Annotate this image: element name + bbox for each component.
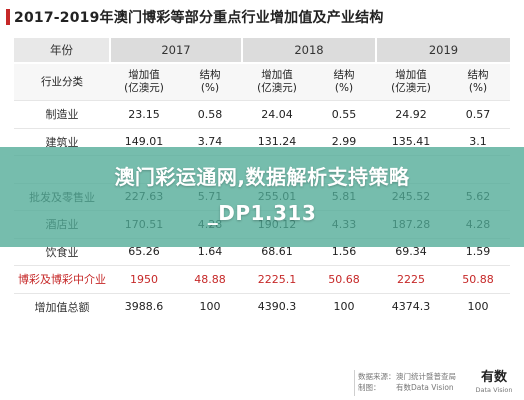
value-2019: 24.92	[376, 100, 446, 129]
row-category: 制造业	[14, 100, 110, 129]
watermark-line-1: 澳门彩运通网,数据解析支持策略	[114, 165, 410, 189]
share-2017: 48.88	[178, 265, 242, 294]
year-2018-header: 2018	[241, 38, 376, 64]
title-bar: 2017-2019年澳门博彩等部分重点行业增加值及产业结构	[0, 0, 524, 34]
footer-divider	[354, 370, 355, 396]
value-2018: 4390.3	[257, 300, 297, 314]
table-row: 增加值总额 3988.6 100 4390.3 100 4374.3 100	[14, 293, 510, 320]
year-2019-header: 2019	[375, 38, 510, 64]
share-2018: 0.55	[312, 100, 376, 129]
value-2018: 2225.1	[242, 265, 312, 294]
share-2017: 0.58	[178, 100, 242, 129]
source-value: 澳门统计暨普查局	[396, 372, 456, 381]
row-category: 博彩及博彩中介业	[14, 265, 110, 294]
share-2017: 100	[199, 300, 221, 314]
table-row: 制造业 23.15 0.58 24.04 0.55 24.92 0.57	[14, 100, 510, 129]
share-2019: 0.57	[446, 100, 510, 129]
category-header: 行业分类	[14, 63, 110, 101]
brand-logo: 有数 Data Vision	[470, 370, 518, 395]
row-category: 增加值总额	[34, 300, 90, 314]
value-header: 增加值 (亿澳元)	[110, 63, 178, 101]
value-2019: 2225	[376, 265, 446, 294]
value-2017: 23.15	[110, 100, 178, 129]
share-2019: 50.88	[446, 265, 510, 294]
share-header: 结构 (%)	[312, 63, 376, 101]
year-header-row: 年份 2017 2018 2019	[14, 38, 510, 64]
share-2018: 100	[333, 300, 355, 314]
share-2018: 50.68	[312, 265, 376, 294]
source-label: 数据来源：	[358, 372, 396, 381]
share-header: 结构 (%)	[446, 63, 510, 101]
value-2017: 3988.6	[124, 300, 164, 314]
value-2018: 24.04	[242, 100, 312, 129]
watermark-line-2: _DP1.313	[207, 201, 317, 225]
column-header-row: 行业分类 增加值 (亿澳元) 结构 (%) 增加值 (亿澳元) 结构 (%) 增加值 (亿…	[14, 63, 510, 101]
value-2017: 1950	[110, 265, 178, 294]
source-credits: 数据来源：澳门统计暨普查局 制图： 有数Data Vision	[358, 371, 456, 393]
watermark-text: 澳门彩运通网,数据解析支持策略 _DP1.313	[0, 159, 524, 231]
value-2019: 4374.3	[391, 300, 431, 314]
brand-tagline: Data Vision	[475, 386, 513, 394]
maker-value: 有数Data Vision	[396, 383, 454, 392]
brand-name: 有数	[480, 370, 507, 385]
value-header: 增加值 (亿澳元)	[242, 63, 312, 101]
year-2017-header: 2017	[109, 38, 242, 64]
maker-label: 制图：	[358, 383, 381, 392]
year-header-label: 年份	[14, 38, 110, 64]
table-row: 博彩及博彩中介业 1950 48.88 2225.1 50.68 2225 50.88	[14, 265, 510, 294]
watermark-banner: 澳门彩运通网,数据解析支持策略 _DP1.313	[0, 147, 524, 247]
page-title: 2017-2019年澳门博彩等部分重点行业增加值及产业结构	[14, 10, 384, 26]
share-header: 结构 (%)	[178, 63, 242, 101]
value-header: 增加值 (亿澳元)	[376, 63, 446, 101]
share-2019: 100	[467, 300, 489, 314]
title-accent-bar	[6, 9, 10, 25]
